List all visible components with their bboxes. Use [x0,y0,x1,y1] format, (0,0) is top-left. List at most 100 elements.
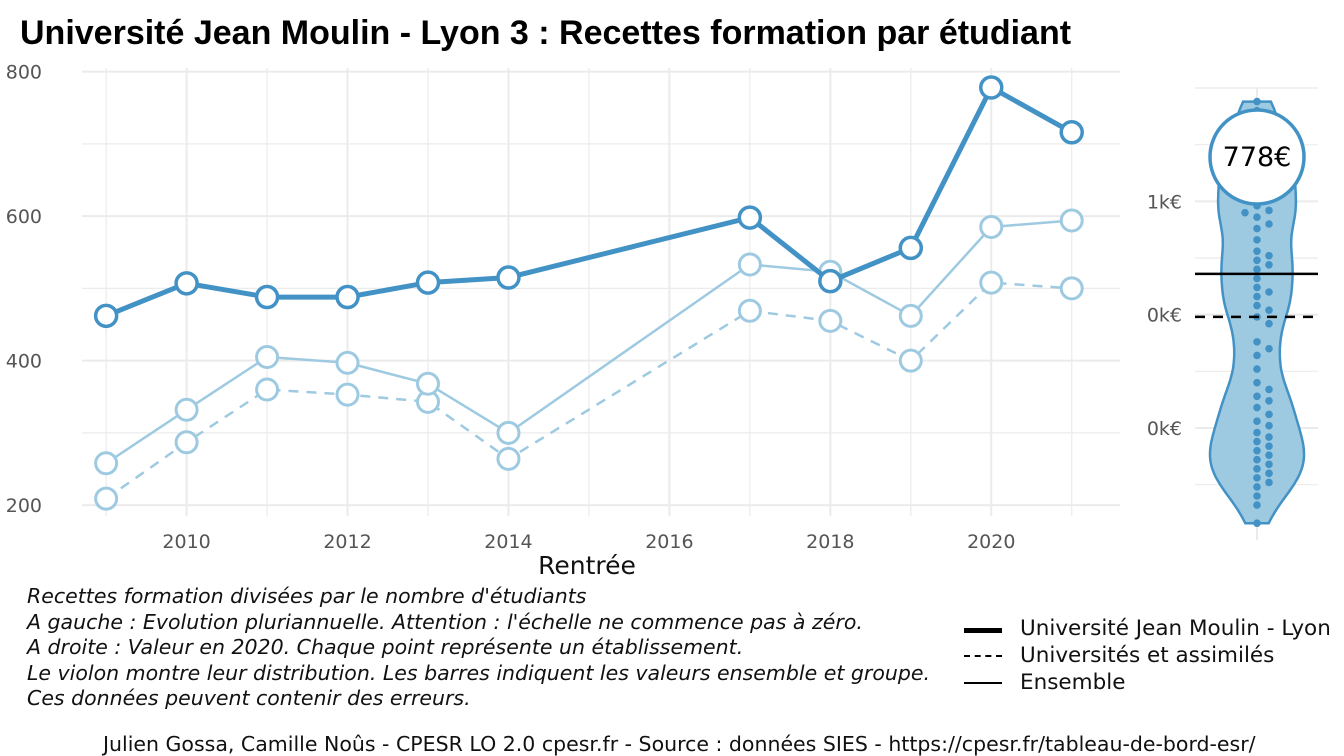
series-point [737,298,762,323]
legend-label: Université Jean Moulin - Lyon [1020,616,1331,641]
series-point [255,345,280,370]
highlight-circle [1208,108,1306,206]
note-line: A droite : Valeur en 2020. Chaque point … [27,635,744,659]
violin-tick-label: 1k€ [1147,191,1182,213]
violin-point [1265,220,1273,228]
violin-point [1253,474,1261,482]
violin-point [1253,256,1261,265]
series-point [979,75,1004,100]
violin-plot [1208,100,1306,525]
violin-tick-label: 0k€ [1147,418,1182,440]
violin-point [1265,442,1273,450]
violin-point [1253,417,1261,426]
violin-tick-labels: 1k€ 0k€ 0k€ [1147,191,1182,440]
violin-point [1265,206,1273,215]
violin-point [1253,428,1261,437]
violin-point [1253,446,1261,455]
y-tick-label: 600 [6,206,42,228]
series-point [335,382,360,407]
series-point [979,270,1004,295]
series-point [1059,120,1084,145]
violin-point [1253,274,1261,283]
series-point [737,205,763,230]
violin-point [1265,433,1273,441]
series-point [898,235,924,261]
violin-point [1253,292,1261,301]
violin-point [1265,319,1273,328]
highlight-value: 778€ [1223,142,1292,173]
violin-point [1265,385,1273,394]
violin-point [1253,236,1261,244]
series-point [979,214,1004,239]
violin-shape [1208,100,1306,525]
y-tick-label: 800 [6,62,42,84]
series-point [737,252,762,277]
series-point [818,308,843,333]
series-point [174,430,199,455]
violin-point [1253,247,1261,255]
violin-tick-label: 0k€ [1147,305,1182,327]
violin-point [1253,97,1261,106]
legend-swatch-dashed [964,655,1002,657]
violin-point [1265,397,1273,405]
violin-point [1253,501,1261,509]
chart-title: Université Jean Moulin - Lyon 3 : Recett… [20,14,1072,52]
violin-point [1253,265,1261,274]
violin-point [1265,460,1273,469]
violin-point [1253,437,1261,446]
violin-point [1265,344,1273,353]
violin-point [1253,351,1261,360]
x-tick-label: 2010 [162,531,210,553]
violin-point [1253,301,1261,310]
violin-point [1253,492,1261,500]
violin-point [1265,478,1273,487]
violin-point [1253,224,1261,233]
series-point [93,303,119,329]
series-point [898,348,923,373]
violin-point [1253,392,1261,401]
violin-point [1265,261,1273,269]
violin-point [1253,365,1261,373]
highlight-bubble: 778€ [1208,108,1306,206]
note-line: Ces données peuvent contenir des erreurs… [27,686,471,710]
violin-point [1265,306,1273,314]
y-tick-label: 200 [6,495,42,517]
series-point [255,377,280,402]
series-point [335,284,360,310]
series-point [898,303,923,328]
legend-swatch-thin [964,682,1002,684]
violin-point [1253,338,1261,346]
x-tick-label: 2020 [967,531,1015,553]
violin-point [1265,451,1273,460]
main-tick-labels: 2010 2012 2014 2016 2018 2020 200 400 600 800 [6,62,1016,553]
violin-point [1265,410,1273,419]
series-point [174,271,199,296]
violin-point [1253,213,1261,221]
note-line: Recettes formation divisées par le nombr… [27,584,587,608]
series-point [335,350,360,375]
series-point [818,268,843,294]
violin-point [1241,208,1249,217]
x-tick-label: 2012 [323,531,371,553]
legend-label: Ensemble [1020,670,1126,695]
series-point [496,420,521,445]
violin-point [1253,283,1261,292]
series-point [496,265,521,290]
legend-label: Universités et assimilés [1020,643,1275,668]
x-axis-label: Rentrée [538,551,636,580]
violin-point [1265,251,1273,260]
legend-swatch-thick [964,628,1002,633]
violin-point [1265,288,1273,296]
series-point [174,397,199,422]
series-point [1059,276,1084,301]
violin-point [1253,465,1261,473]
violin-point [1253,403,1261,412]
credit-line: Julien Gossa, Camille Noûs - CPESR LO 2.… [103,732,1256,756]
series-point [254,284,280,310]
violin-point [1253,519,1261,527]
series-point [415,270,441,295]
violin-point [1265,421,1273,430]
series-point [94,486,119,511]
y-tick-label: 400 [6,351,42,373]
